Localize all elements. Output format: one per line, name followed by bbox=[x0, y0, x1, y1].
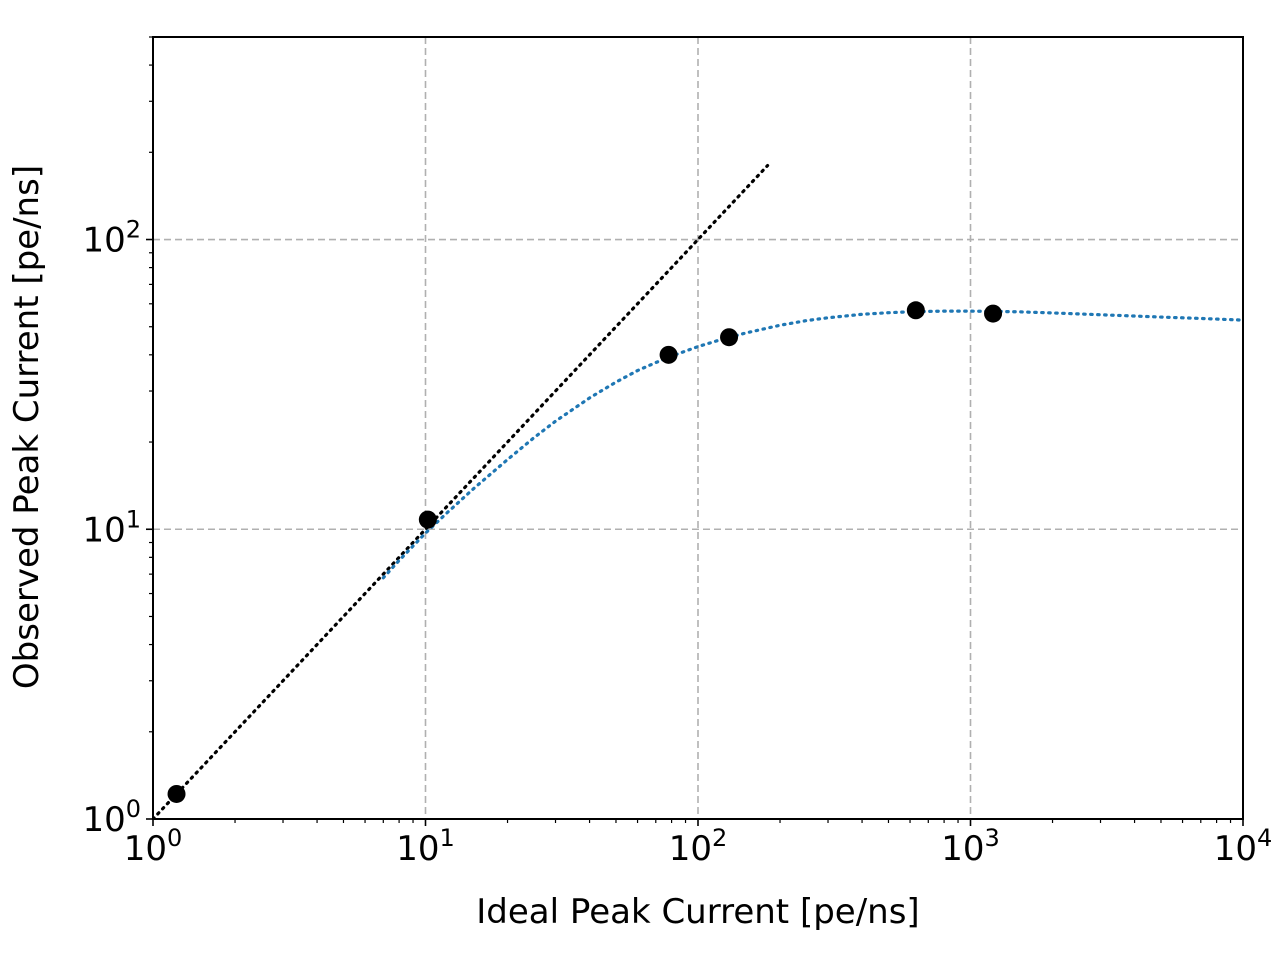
x-tick-base: 10 bbox=[124, 829, 167, 869]
x-tick-label: 103 bbox=[941, 824, 1000, 869]
data-point bbox=[167, 784, 186, 803]
grid bbox=[153, 37, 1243, 819]
ideal-reference-line bbox=[153, 163, 770, 819]
y-tick-base: 10 bbox=[82, 221, 125, 261]
x-tick-exp: 4 bbox=[1257, 824, 1272, 852]
y-axis-label: Observed Peak Current [pe/ns] bbox=[7, 165, 47, 689]
x-tick-label: 104 bbox=[1214, 824, 1273, 869]
x-tick-label: 101 bbox=[396, 824, 455, 869]
y-tick-base: 10 bbox=[82, 800, 125, 840]
data-point bbox=[659, 345, 678, 364]
x-tick-base: 10 bbox=[396, 829, 439, 869]
x-tick-base: 10 bbox=[1214, 829, 1257, 869]
x-tick-label: 100 bbox=[124, 824, 183, 869]
y-tick-exp: 1 bbox=[126, 505, 141, 533]
y-tick-base: 10 bbox=[82, 510, 125, 550]
x-tick-exp: 2 bbox=[712, 824, 727, 852]
x-tick-exp: 3 bbox=[984, 824, 999, 852]
x-axis-label: Ideal Peak Current [pe/ns] bbox=[476, 892, 919, 932]
data-point bbox=[720, 328, 739, 347]
series-layer bbox=[153, 163, 1243, 819]
x-tick-exp: 0 bbox=[167, 824, 182, 852]
y-tick-exp: 0 bbox=[126, 795, 141, 823]
x-tick-base: 10 bbox=[669, 829, 712, 869]
y-tick-exp: 2 bbox=[126, 216, 141, 244]
y-tick-label: 100 bbox=[82, 795, 141, 840]
x-tick-base: 10 bbox=[941, 829, 984, 869]
data-point bbox=[906, 301, 925, 320]
y-tick-label: 102 bbox=[82, 216, 141, 261]
data-point bbox=[984, 304, 1003, 323]
data-point bbox=[418, 510, 437, 529]
x-tick-label: 102 bbox=[669, 824, 728, 869]
y-tick-label: 101 bbox=[82, 505, 141, 550]
x-tick-exp: 1 bbox=[439, 824, 454, 852]
fit-curve bbox=[381, 309, 1243, 580]
